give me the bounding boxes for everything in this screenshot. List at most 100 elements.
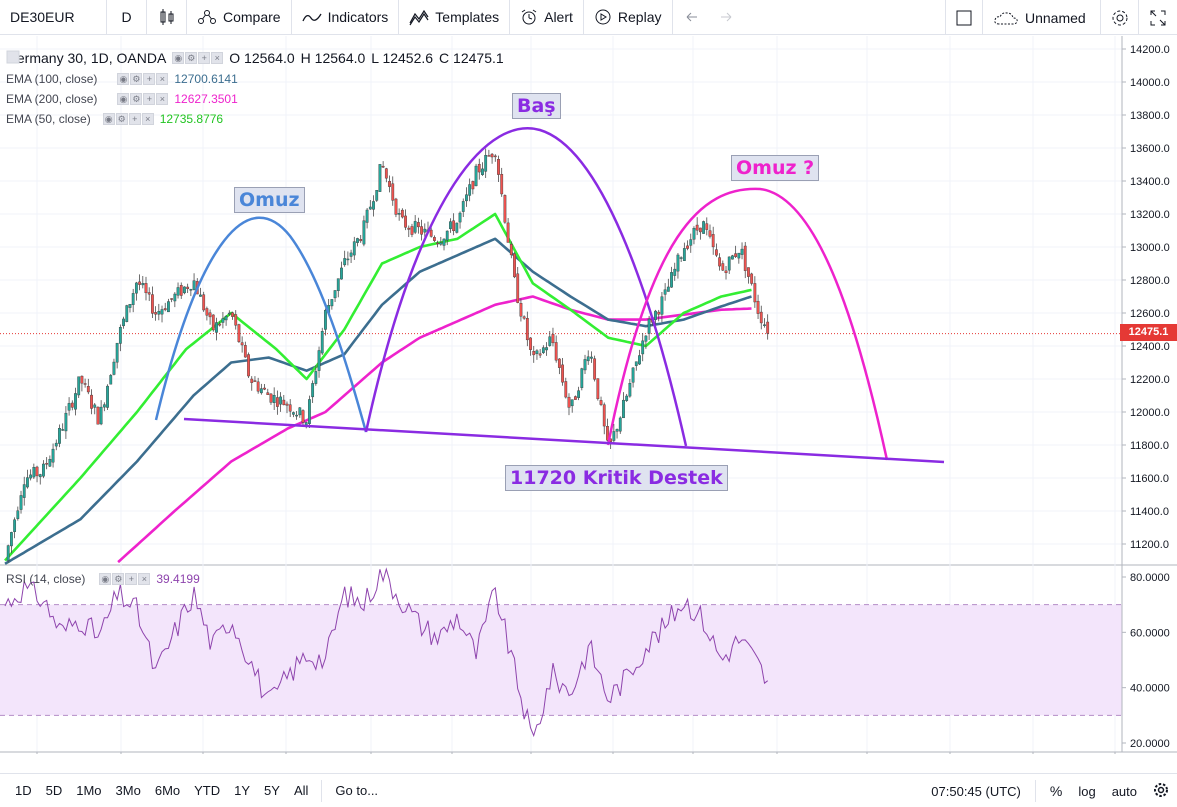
y-tick-label: 11400.0: [1130, 506, 1169, 518]
symbol-search[interactable]: DE30EUR: [0, 0, 107, 35]
ema200-buttons[interactable]: ◉ ⚙ + ×: [117, 93, 169, 105]
candle-up: [330, 299, 334, 307]
templates-button[interactable]: Templates: [399, 0, 511, 35]
candle-down: [554, 342, 558, 361]
candles: [6, 148, 770, 563]
goto-button[interactable]: Go to...: [335, 783, 379, 798]
range-3mo[interactable]: 3Mo: [115, 783, 141, 798]
candle-up: [654, 310, 657, 320]
close-value: C 12475.1: [439, 50, 504, 66]
rsi-value: 39.4199: [156, 572, 200, 586]
candle-up: [13, 519, 17, 532]
log-toggle[interactable]: log: [1078, 783, 1096, 799]
candle-down: [253, 380, 257, 382]
head-label[interactable]: Baş: [512, 93, 561, 119]
candle-down: [154, 312, 158, 315]
candle-up: [64, 412, 68, 432]
redo-button[interactable]: [709, 0, 745, 35]
fullscreen-icon: [1150, 10, 1166, 25]
indicators-button[interactable]: Indicators: [292, 0, 400, 35]
undo-button[interactable]: [673, 0, 709, 35]
range-ytd[interactable]: YTD: [194, 783, 221, 798]
candle-up: [349, 252, 353, 257]
candle-down: [384, 168, 388, 179]
left-shoulder-label[interactable]: Omuz: [234, 187, 305, 213]
chart-area[interactable]: 14200.0 14000.0 13800.0 13600.0 13400.0 13200…: [0, 36, 1177, 754]
candle-down: [301, 410, 305, 423]
collapse-icon[interactable]: [6, 50, 20, 64]
pattern-drawings[interactable]: [154, 127, 945, 464]
right-shoulder-label[interactable]: Omuz ?: [731, 155, 820, 181]
ema100-buttons[interactable]: ◉ ⚙ + ×: [117, 73, 169, 85]
ema50-buttons[interactable]: ◉ ⚙ + ×: [102, 113, 154, 125]
auto-toggle[interactable]: auto: [1111, 783, 1137, 799]
candle-up: [465, 194, 468, 202]
candle-down: [436, 242, 440, 245]
rsi-buttons[interactable]: ◉ ⚙ + ×: [99, 573, 151, 585]
bottom-bar: 1D 5D 1Mo 3Mo 6Mo YTD 1Y 5Y All Go to... 07:50:4…: [0, 773, 1177, 807]
candle-down: [391, 183, 395, 201]
ema100-value: 12700.6141: [174, 72, 238, 86]
fullscreen-button[interactable]: [1139, 0, 1177, 35]
range-5y[interactable]: 5Y: [264, 783, 280, 798]
alert-label: Alert: [544, 9, 573, 25]
range-5d[interactable]: 5D: [45, 783, 63, 798]
candle-down: [487, 155, 491, 157]
candle-down: [202, 294, 206, 311]
ema-lines: [4, 212, 752, 565]
select-button[interactable]: [945, 0, 983, 35]
range-1mo[interactable]: 1Mo: [76, 783, 102, 798]
support-label[interactable]: 11720 Kritik Destek: [505, 465, 728, 491]
candle-down: [711, 234, 715, 248]
candle-down: [151, 294, 154, 314]
candle-down: [256, 381, 260, 392]
percent-toggle[interactable]: %: [1049, 783, 1063, 799]
layout-button[interactable]: Unnamed: [983, 0, 1101, 35]
candle-down: [285, 403, 289, 406]
candle-down: [275, 397, 279, 407]
candle-down: [724, 270, 728, 274]
range-1d[interactable]: 1D: [15, 783, 32, 798]
replay-button[interactable]: Replay: [584, 0, 673, 35]
candle-up: [612, 431, 616, 441]
settings-button[interactable]: [1101, 0, 1139, 35]
candle-down: [708, 230, 712, 237]
candle-up: [583, 359, 587, 371]
legend-buttons[interactable]: ◉ ⚙ + ×: [172, 52, 224, 64]
left-shoulder-arc: [154, 216, 368, 433]
candle-up: [445, 230, 449, 241]
indicators-label: Indicators: [327, 9, 389, 25]
candle-down: [80, 375, 84, 384]
candle-up: [58, 427, 61, 444]
candle-down: [695, 224, 699, 231]
candle-up: [32, 467, 36, 478]
candle-up: [106, 385, 109, 408]
candle-down: [718, 257, 722, 267]
rsi-line: [4, 567, 769, 738]
candle-up: [304, 422, 308, 426]
candle-down: [243, 345, 247, 358]
alert-button[interactable]: Alert: [510, 0, 584, 35]
candle-down: [96, 406, 100, 425]
open-value: O 12564.0: [229, 50, 295, 66]
range-all[interactable]: All: [293, 783, 309, 798]
interval-button[interactable]: D: [107, 0, 147, 35]
candle-down: [388, 181, 391, 187]
candle-down: [574, 396, 577, 400]
rsi-band: [0, 604, 1122, 716]
rsi-tick-label: 40.0000: [1130, 683, 1170, 695]
range-6mo[interactable]: 6Mo: [154, 783, 181, 798]
price-chart-svg[interactable]: 14200.0 14000.0 13800.0 13600.0 13400.0 13200…: [0, 36, 1177, 754]
chart-style-button[interactable]: [147, 0, 187, 35]
candle-down: [410, 226, 414, 235]
candle-down: [205, 308, 209, 316]
gear-icon[interactable]: [1145, 782, 1177, 801]
compare-button[interactable]: Compare: [187, 0, 292, 35]
clock[interactable]: 07:50:45 (UTC): [931, 783, 1021, 799]
candle-down: [433, 237, 436, 241]
candle-up: [535, 350, 539, 354]
candle-up: [352, 241, 356, 256]
range-1y[interactable]: 1Y: [234, 783, 251, 798]
candle-up: [343, 258, 347, 266]
ema100-label: EMA (100, close): [6, 72, 98, 86]
